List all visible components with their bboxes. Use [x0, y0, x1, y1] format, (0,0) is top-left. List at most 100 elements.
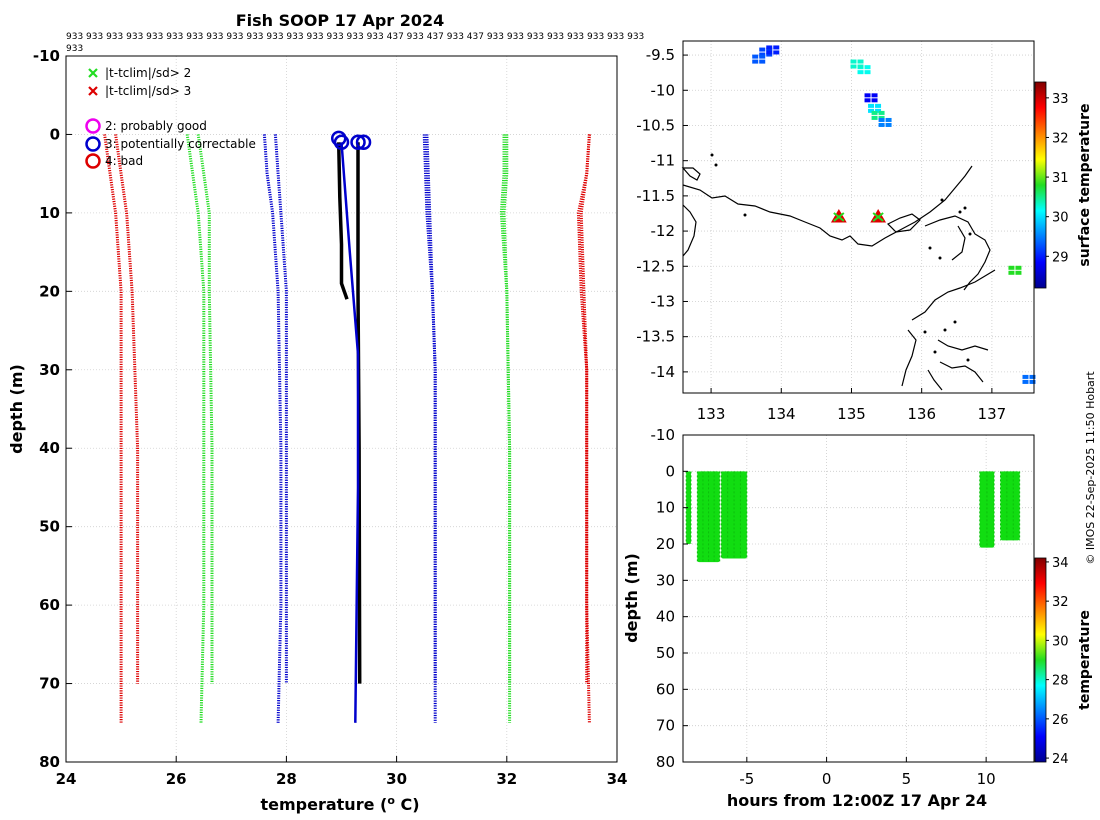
map-y-ticks: -9.5 -10 -10.5 -11 -11.5 -12 -12.5 -13 -13.5 -14: [636, 46, 688, 381]
map-colorbar-tick-label: 30: [1052, 211, 1069, 226]
map-sst-cell: [871, 115, 878, 120]
profile-y-tick-label: 0: [50, 125, 60, 143]
map-sst-cell: [871, 98, 878, 103]
map-colorbar: [1034, 81, 1047, 289]
map-sst-cell: [766, 47, 773, 52]
map-sst-cell: [878, 110, 885, 115]
profile-series-line: [262, 134, 283, 723]
timeseries-colorbar-tick-label: 24: [1052, 752, 1069, 767]
profile-y-tick-label: 70: [39, 675, 60, 693]
profile-x-axis-label: temperature (o C): [260, 794, 419, 815]
map-sst-cell: [864, 70, 871, 75]
map-colorbar-ticks: 29 30 31 32 33: [1046, 92, 1069, 265]
profile-series-line: [336, 142, 349, 300]
map-sst-cell: [1008, 270, 1015, 275]
profile-legend: |t-tclim|/sd> 2 |t-tclim|/sd> 3 2: probabl…: [85, 66, 256, 169]
map-sst-cell: [864, 98, 871, 103]
map-sst-cell: [752, 54, 759, 59]
map-y-tick-label: -12.5: [636, 257, 675, 275]
map-sst-cell: [1029, 379, 1036, 384]
map-x-tick-label: 133: [697, 405, 726, 423]
profile-series-line: [425, 134, 437, 684]
map-sst-cell: [766, 52, 773, 57]
map-sst-cell: [864, 93, 871, 98]
timeseries-colorbar-tick-label: 26: [1052, 713, 1069, 728]
profile-series-line: [356, 142, 362, 684]
map-sst-patches: [752, 45, 1036, 384]
profile-y-tick-label: 10: [39, 204, 60, 222]
timeseries-point-block: [1000, 471, 1020, 541]
timeseries-point-block: [979, 471, 995, 548]
timeseries-y-axis-label: depth (m): [622, 553, 641, 643]
map-sst-cell: [1029, 374, 1036, 379]
timeseries-y-tick-label: 30: [656, 571, 675, 589]
profile-series: [103, 134, 591, 723]
timeseries-y-tick-label: 20: [656, 535, 675, 553]
timeseries-x-tick-label: 0: [822, 770, 832, 788]
map-sst-cell: [759, 52, 766, 57]
timeseries-x-tick-label: 5: [902, 770, 912, 788]
timeseries-colorbar-ticks: 24 26 28 30 32 34: [1046, 556, 1069, 767]
legend-marker-x: [88, 86, 98, 96]
profile-y-tick-label: 60: [39, 596, 60, 614]
map-x-tick-label: 136: [907, 405, 936, 423]
legend-label: 2: probably good: [105, 119, 207, 133]
map-y-tick-label: -11.5: [636, 187, 675, 205]
map-sst-cell: [878, 122, 885, 127]
probe-id-labels: 933 933 933 933 933 933 933 933 933 933 …: [66, 32, 644, 42]
map-sst-cell: [766, 45, 773, 50]
map-sst-cell: [885, 117, 892, 122]
timeseries-colorbar-tick-label: 28: [1052, 674, 1069, 689]
timeseries-y-tick-label: 70: [656, 717, 675, 735]
profile-y-tick-label: -10: [33, 47, 60, 65]
map-sst-cell: [759, 59, 766, 64]
map-y-tick-label: -13.5: [636, 328, 675, 346]
map-colorbar-tick-label: 32: [1052, 131, 1069, 146]
map-sst-cell: [868, 103, 875, 108]
profile-y-tick-label: 50: [39, 518, 60, 536]
map-station-cross: [833, 212, 845, 222]
profile-series-line: [340, 142, 360, 723]
profile-y-tick-label: 80: [39, 753, 60, 771]
map-sst-cell: [850, 64, 857, 69]
profile-flags: [330, 130, 372, 151]
timeseries-y-tick-label: 10: [656, 499, 675, 517]
map-y-tick-label: -11: [651, 152, 676, 170]
timeseries-y-ticks: -10 0 10 20 30 40 50 60 70 80: [651, 426, 688, 771]
timeseries-axes-frame: [682, 434, 1035, 763]
profile-series-line: [502, 134, 512, 684]
timeseries-y-tick-label: -10: [651, 426, 676, 444]
profile-x-tick-label: 30: [386, 770, 407, 788]
profile-chart-title: Fish SOOP 17 Apr 2024: [236, 11, 445, 30]
profile-y-axis-label: depth (m): [7, 364, 26, 454]
map-sst-cell: [864, 65, 871, 70]
map-sst-cell: [1015, 265, 1022, 270]
timeseries-y-tick-label: 50: [656, 644, 675, 662]
profile-x-ticks: 24 26 28 30 32 34: [56, 756, 627, 788]
timeseries-y-tick-label: 0: [665, 462, 675, 480]
map-sst-cell: [1022, 379, 1029, 384]
legend-label: 4: bad: [105, 154, 143, 168]
legend-label: |t-tclim|/sd> 3: [105, 84, 191, 98]
profile-y-tick-label: 30: [39, 361, 60, 379]
map-x-tick-label: 134: [767, 405, 796, 423]
map-sst-cell: [759, 47, 766, 52]
map-sst-cell: [752, 59, 759, 64]
timeseries-y-tick-label: 40: [656, 608, 675, 626]
profile-axes-frame: [65, 55, 618, 763]
map-sst-cell: [885, 122, 892, 127]
profile-series-line: [114, 134, 140, 684]
map-background: [683, 41, 1034, 393]
timeseries-y-tick-label: 80: [656, 753, 675, 771]
map-chart: 133 134 135 136 137 -9.5-10-10.5-11-11.5-12-…: [636, 40, 1093, 423]
map-colorbar-tick-label: 33: [1052, 92, 1069, 107]
map-sst-cell: [871, 93, 878, 98]
map-sst-cell: [871, 110, 878, 115]
timeseries-x-tick-label: 10: [977, 770, 996, 788]
map-y-tick-label: -10.5: [636, 116, 675, 134]
map-colorbar-tick-label: 31: [1052, 171, 1069, 186]
map-sst-cell: [878, 115, 885, 120]
map-sst-cell: [850, 59, 857, 64]
profile-flag-marker: [333, 134, 350, 151]
